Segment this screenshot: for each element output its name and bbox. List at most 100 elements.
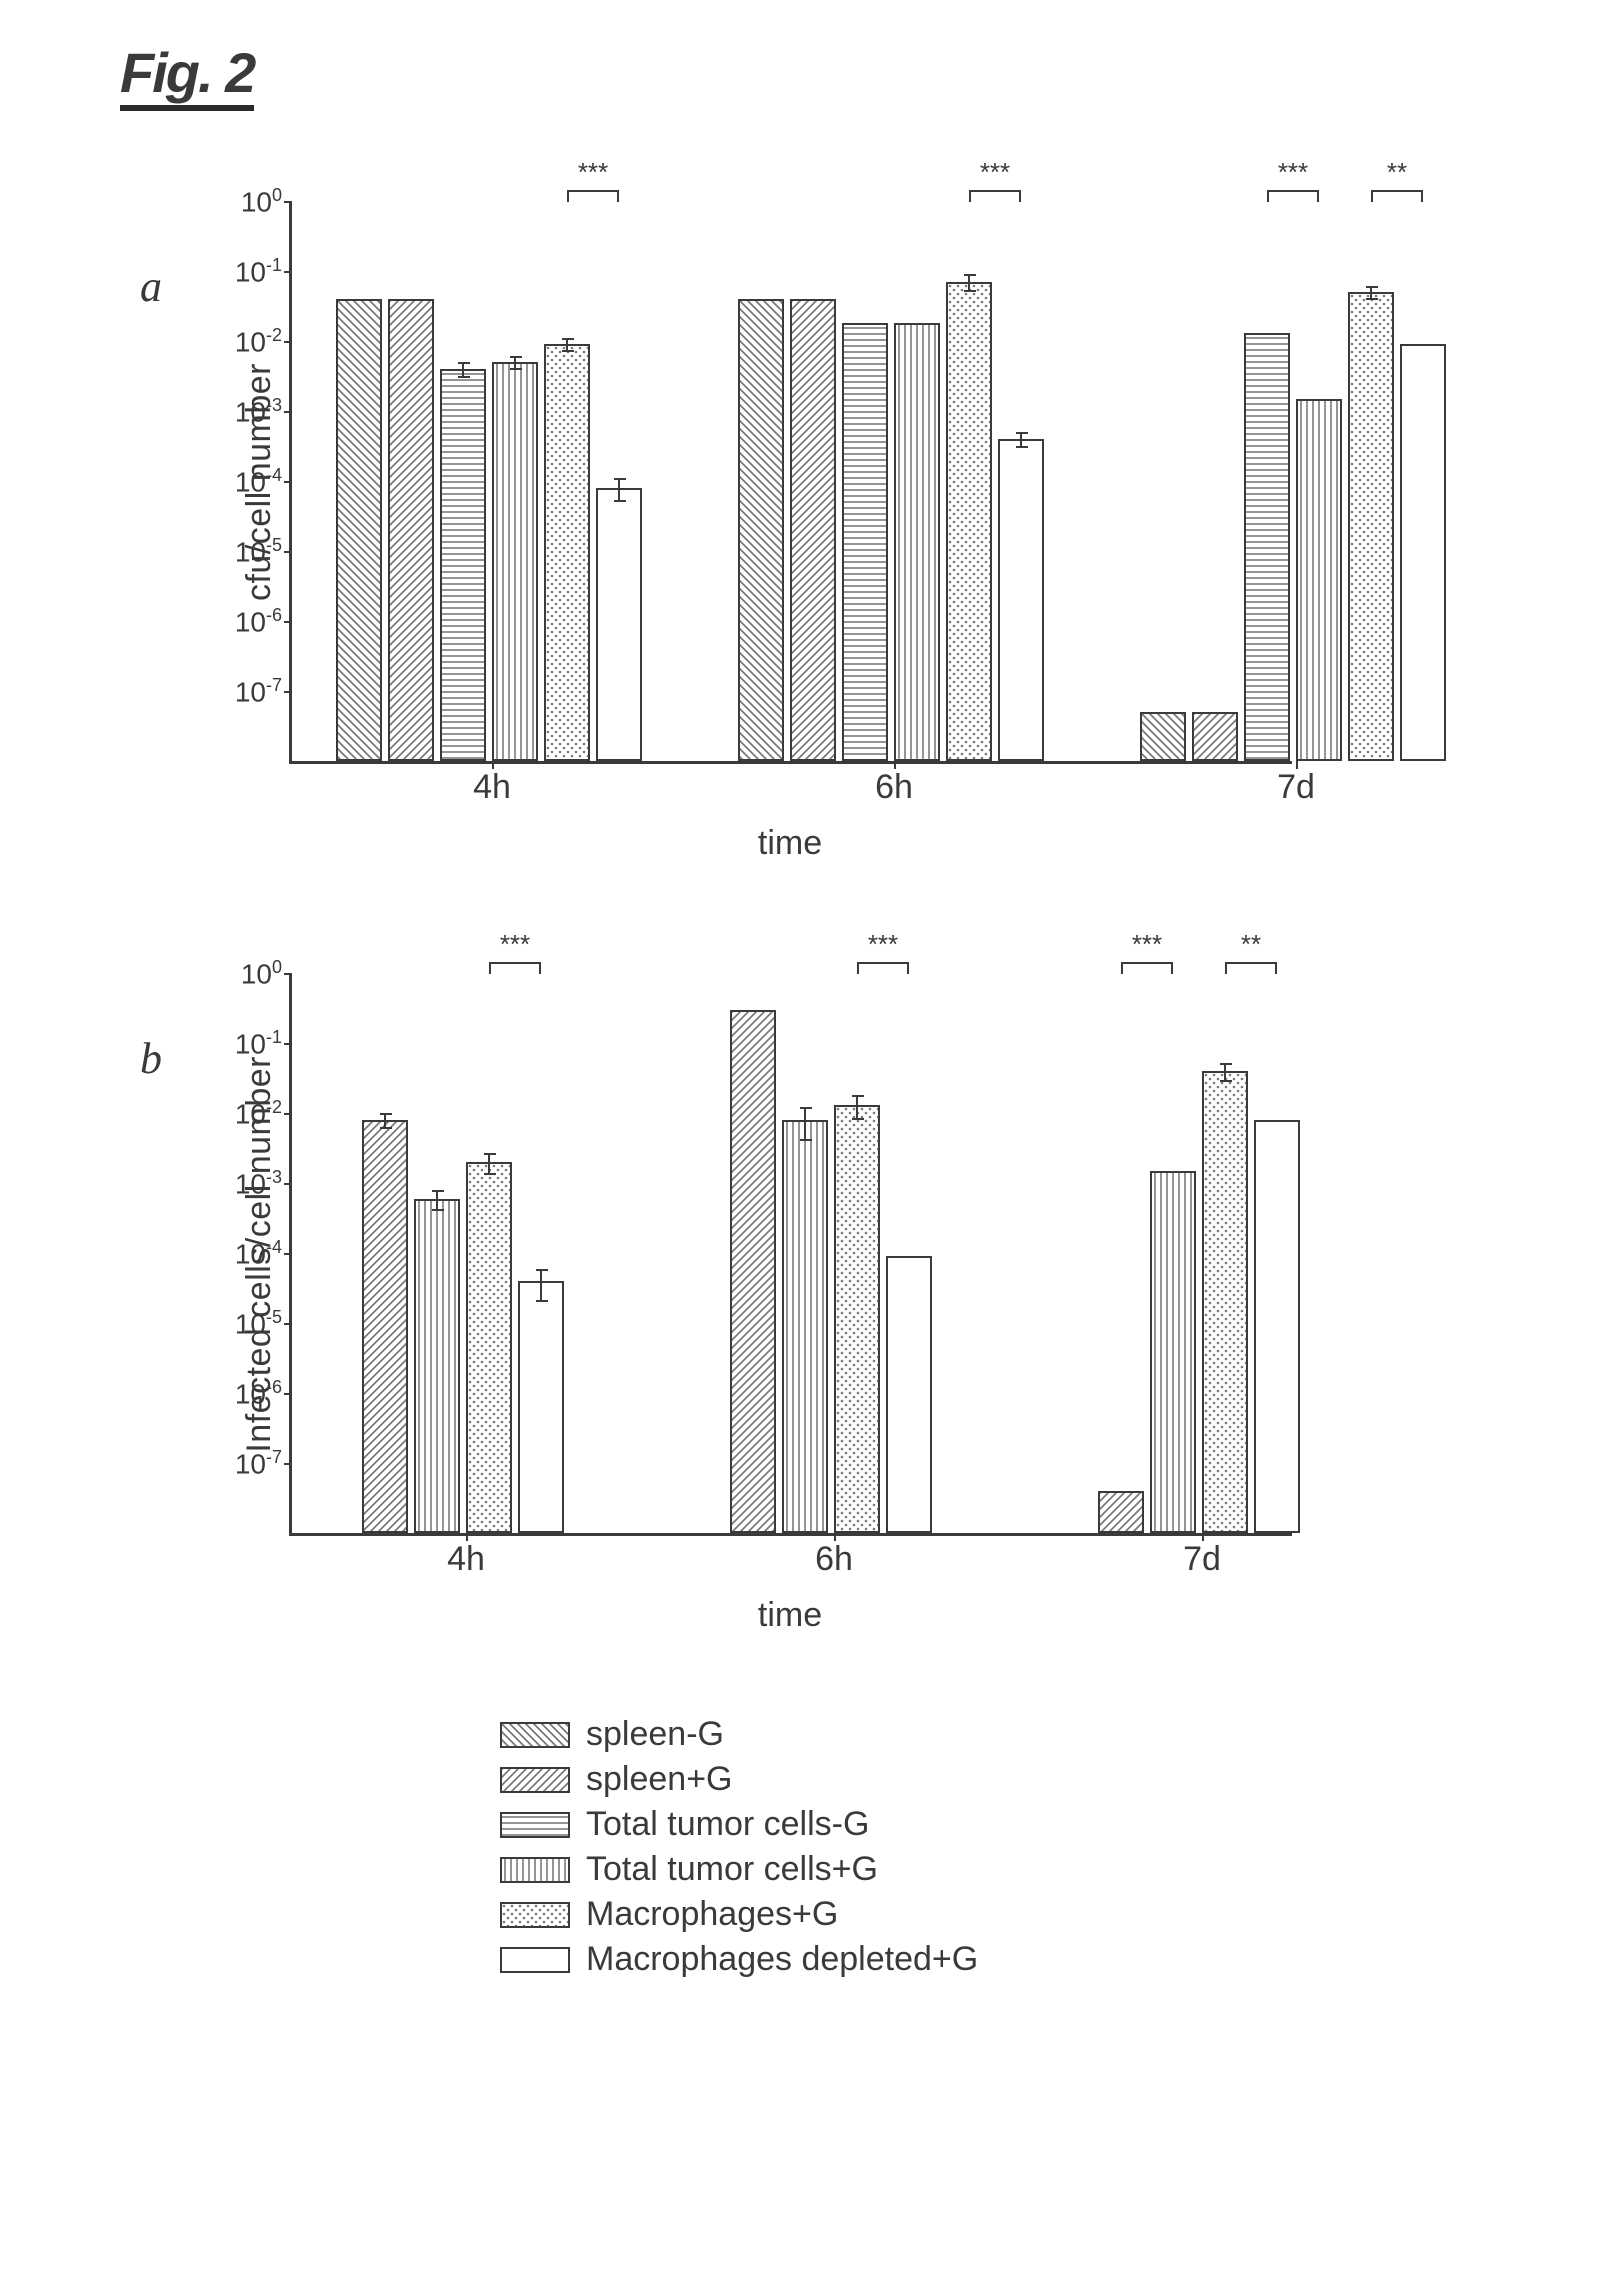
bar bbox=[1400, 344, 1446, 761]
sig-marker: ** bbox=[1225, 929, 1277, 974]
bar bbox=[1244, 333, 1290, 761]
legend-item: Total tumor cells-G bbox=[500, 1805, 1543, 1844]
xtick: 4h bbox=[473, 768, 511, 807]
ytick: 10-2 bbox=[202, 1097, 282, 1130]
ytick: 10-4 bbox=[202, 1237, 282, 1270]
bar bbox=[544, 344, 590, 761]
ytick: 10-1 bbox=[202, 255, 282, 288]
bar bbox=[1140, 712, 1186, 761]
bar bbox=[1150, 1171, 1196, 1533]
error-bar bbox=[488, 1153, 490, 1175]
bar bbox=[886, 1256, 932, 1533]
bar bbox=[1348, 292, 1394, 761]
error-bar bbox=[1020, 432, 1022, 448]
legend-label: Macrophages+G bbox=[586, 1895, 838, 1934]
sig-marker: *** bbox=[969, 157, 1021, 202]
xtick: 7d bbox=[1277, 768, 1315, 807]
bar bbox=[466, 1162, 512, 1533]
legend-item: Macrophages depleted+G bbox=[500, 1940, 1543, 1979]
panel-a-label: a bbox=[140, 261, 162, 312]
panel-b-plot: 10010-110-210-310-410-510-610-74h6h7d***… bbox=[289, 973, 1292, 1536]
xtick: 4h bbox=[447, 1540, 485, 1579]
bar bbox=[1192, 712, 1238, 761]
panel-a: a cfu/cell number 10010-110-210-310-410-… bbox=[240, 201, 1543, 863]
bar bbox=[834, 1105, 880, 1533]
error-bar bbox=[462, 362, 464, 378]
bar bbox=[782, 1120, 828, 1533]
error-bar bbox=[618, 478, 620, 502]
bar bbox=[336, 299, 382, 761]
sig-marker: ** bbox=[1371, 157, 1423, 202]
legend-swatch bbox=[500, 1857, 570, 1883]
panel-b-label: b bbox=[140, 1033, 162, 1084]
bar bbox=[414, 1199, 460, 1533]
legend-item: spleen+G bbox=[500, 1760, 1543, 1799]
ytick: 10-3 bbox=[202, 1167, 282, 1200]
ytick: 100 bbox=[202, 957, 282, 990]
error-bar bbox=[1370, 286, 1372, 301]
legend-label: spleen+G bbox=[586, 1760, 733, 1799]
legend-item: Macrophages+G bbox=[500, 1895, 1543, 1934]
error-bar bbox=[514, 356, 516, 371]
legend-label: spleen-G bbox=[586, 1715, 724, 1754]
bar bbox=[730, 1010, 776, 1533]
bar bbox=[362, 1120, 408, 1533]
bar bbox=[1098, 1491, 1144, 1533]
panel-a-xlabel: time bbox=[290, 824, 1290, 863]
error-bar bbox=[1224, 1063, 1226, 1082]
bar bbox=[596, 488, 642, 761]
bar bbox=[842, 323, 888, 761]
legend-swatch bbox=[500, 1902, 570, 1928]
sig-marker: *** bbox=[1121, 929, 1173, 974]
error-bar bbox=[804, 1107, 806, 1140]
legend-swatch bbox=[500, 1722, 570, 1748]
sig-marker: *** bbox=[567, 157, 619, 202]
legend-item: spleen-G bbox=[500, 1715, 1543, 1754]
bar bbox=[790, 299, 836, 761]
ytick: 10-3 bbox=[202, 395, 282, 428]
panel-b-xlabel: time bbox=[290, 1596, 1290, 1635]
bar bbox=[1254, 1120, 1300, 1533]
ytick: 100 bbox=[202, 185, 282, 218]
sig-marker: *** bbox=[1267, 157, 1319, 202]
figure-page: Fig. 2 a cfu/cell number 10010-110-210-3… bbox=[0, 0, 1603, 2269]
legend-swatch bbox=[500, 1812, 570, 1838]
bar bbox=[388, 299, 434, 761]
legend-swatch bbox=[500, 1947, 570, 1973]
ytick: 10-1 bbox=[202, 1027, 282, 1060]
xtick: 6h bbox=[815, 1540, 853, 1579]
panel-b: b Infected cells/cell number 10010-110-2… bbox=[240, 973, 1543, 1635]
bar bbox=[894, 323, 940, 761]
bar bbox=[946, 282, 992, 761]
ytick: 10-4 bbox=[202, 465, 282, 498]
ytick: 10-6 bbox=[202, 1377, 282, 1410]
bar bbox=[492, 362, 538, 761]
error-bar bbox=[856, 1095, 858, 1120]
bar bbox=[518, 1281, 564, 1533]
panel-a-plot: 10010-110-210-310-410-510-610-74h6h7d***… bbox=[289, 201, 1292, 764]
ytick: 10-7 bbox=[202, 1447, 282, 1480]
legend-label: Total tumor cells+G bbox=[586, 1850, 878, 1889]
bar bbox=[998, 439, 1044, 761]
legend-label: Macrophages depleted+G bbox=[586, 1940, 978, 1979]
legend-label: Total tumor cells-G bbox=[586, 1805, 869, 1844]
ytick: 10-5 bbox=[202, 1307, 282, 1340]
xtick: 6h bbox=[875, 768, 913, 807]
error-bar bbox=[566, 338, 568, 352]
legend-item: Total tumor cells+G bbox=[500, 1850, 1543, 1889]
bar bbox=[738, 299, 784, 761]
error-bar bbox=[384, 1113, 386, 1129]
sig-marker: *** bbox=[857, 929, 909, 974]
ytick: 10-7 bbox=[202, 675, 282, 708]
error-bar bbox=[436, 1190, 438, 1211]
ytick: 10-6 bbox=[202, 605, 282, 638]
error-bar bbox=[968, 274, 970, 292]
bar bbox=[1202, 1071, 1248, 1533]
legend-swatch bbox=[500, 1767, 570, 1793]
bar bbox=[1296, 399, 1342, 761]
error-bar bbox=[540, 1269, 542, 1302]
ytick: 10-5 bbox=[202, 535, 282, 568]
legend: spleen-G spleen+G Total tumor cells-G Total… bbox=[500, 1715, 1543, 1979]
figure-title: Fig. 2 bbox=[120, 40, 254, 111]
ytick: 10-2 bbox=[202, 325, 282, 358]
